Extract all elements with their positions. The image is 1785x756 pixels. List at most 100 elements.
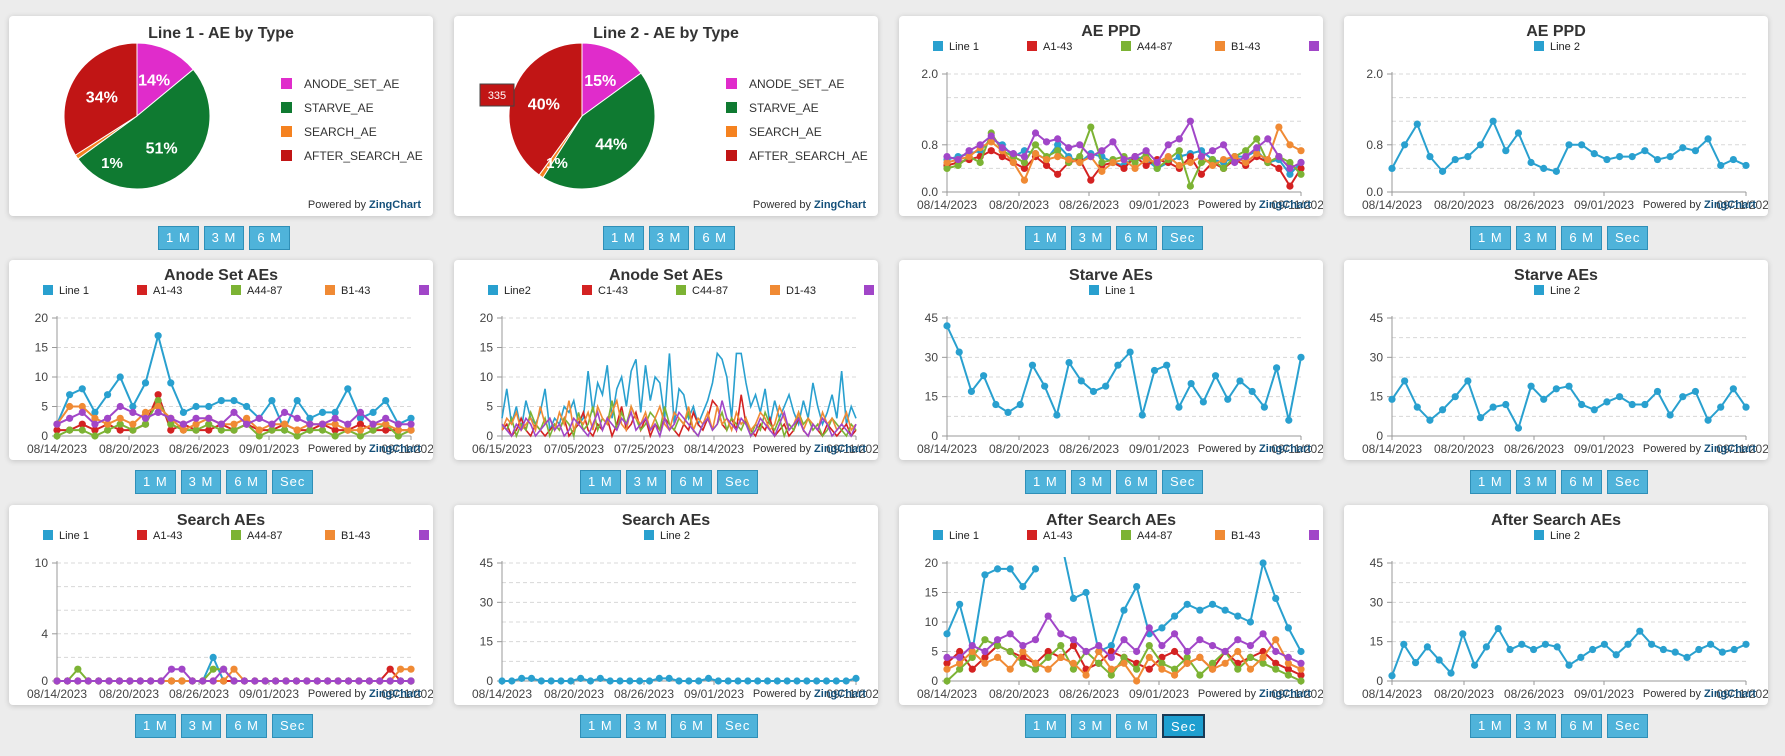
data-point[interactable] (1175, 135, 1183, 143)
data-point[interactable] (993, 636, 1002, 644)
data-point[interactable] (1164, 153, 1172, 161)
data-point[interactable] (356, 420, 365, 428)
data-point[interactable] (293, 432, 301, 440)
data-point[interactable] (1297, 158, 1305, 167)
data-point[interactable] (1691, 387, 1700, 396)
data-point[interactable] (1400, 640, 1408, 648)
data-point[interactable] (1221, 606, 1229, 614)
data-point[interactable] (965, 147, 973, 155)
data-point[interactable] (1641, 147, 1649, 155)
data-point[interactable] (1246, 665, 1255, 673)
data-point[interactable] (382, 414, 390, 422)
series-line-d44-87[interactable] (501, 400, 857, 439)
data-point[interactable] (1069, 594, 1078, 602)
data-point[interactable] (272, 677, 280, 685)
data-point[interactable] (943, 153, 951, 161)
data-point[interactable] (1196, 636, 1204, 644)
data-point[interactable] (1565, 141, 1573, 149)
data-point[interactable] (95, 677, 103, 685)
data-point[interactable] (1006, 665, 1014, 673)
data-point[interactable] (344, 420, 352, 428)
range-button-6m[interactable]: 6 M (1116, 226, 1158, 250)
range-button-3m[interactable]: 3 M (625, 714, 667, 738)
data-point[interactable] (1065, 144, 1073, 152)
data-point[interactable] (84, 677, 92, 685)
data-point[interactable] (1286, 164, 1294, 172)
data-point[interactable] (967, 387, 976, 396)
data-point[interactable] (956, 653, 964, 661)
data-point[interactable] (943, 665, 951, 673)
range-button-6m[interactable]: 6 M (1561, 226, 1603, 250)
data-point[interactable] (1272, 594, 1280, 602)
range-button-1m[interactable]: 1 M (1025, 714, 1066, 738)
data-point[interactable] (1153, 158, 1161, 167)
data-point[interactable] (1044, 612, 1052, 620)
data-point[interactable] (1183, 600, 1191, 608)
data-point[interactable] (1065, 358, 1073, 367)
data-point[interactable] (141, 379, 150, 387)
data-point[interactable] (1028, 361, 1037, 369)
data-point[interactable] (1284, 624, 1292, 632)
data-point[interactable] (243, 414, 251, 422)
zingchart-brand[interactable]: ZingChart (369, 688, 421, 700)
data-point[interactable] (695, 677, 703, 685)
data-point[interactable] (1197, 170, 1206, 178)
data-point[interactable] (518, 674, 526, 682)
data-point[interactable] (943, 653, 951, 661)
data-point[interactable] (993, 565, 1002, 573)
data-point[interactable] (793, 677, 801, 685)
data-point[interactable] (1120, 636, 1128, 644)
data-point[interactable] (192, 420, 200, 428)
data-point[interactable] (968, 647, 976, 656)
data-point[interactable] (1107, 665, 1115, 673)
data-point[interactable] (280, 408, 289, 416)
data-point[interactable] (1401, 141, 1409, 149)
data-point[interactable] (1208, 155, 1217, 164)
data-point[interactable] (1145, 665, 1153, 673)
data-point[interactable] (74, 677, 82, 685)
data-point[interactable] (369, 408, 377, 416)
data-point[interactable] (987, 147, 995, 155)
data-point[interactable] (318, 426, 327, 434)
data-point[interactable] (1275, 164, 1283, 172)
data-point[interactable] (141, 420, 150, 428)
data-point[interactable] (1695, 645, 1703, 654)
data-point[interactable] (209, 677, 217, 685)
data-point[interactable] (1098, 147, 1106, 155)
data-point[interactable] (1253, 135, 1261, 143)
range-button-sec[interactable]: Sec (1162, 714, 1206, 738)
data-point[interactable] (1054, 135, 1062, 143)
range-button-1m[interactable]: 1 M (580, 470, 621, 494)
data-point[interactable] (178, 665, 186, 673)
data-point[interactable] (1426, 153, 1434, 161)
data-point[interactable] (268, 397, 276, 405)
data-point[interactable] (1679, 144, 1687, 152)
data-point[interactable] (1019, 642, 1027, 650)
data-point[interactable] (1297, 647, 1305, 656)
data-point[interactable] (1297, 665, 1305, 673)
range-button-6m[interactable]: 6 M (249, 226, 291, 250)
data-point[interactable] (1600, 640, 1608, 648)
data-point[interactable] (527, 674, 536, 682)
data-point[interactable] (1054, 153, 1062, 161)
data-point[interactable] (1653, 387, 1662, 396)
data-point[interactable] (219, 677, 228, 685)
data-point[interactable] (376, 677, 384, 685)
data-point[interactable] (1170, 647, 1179, 656)
data-point[interactable] (965, 153, 973, 161)
data-point[interactable] (74, 665, 82, 673)
data-point[interactable] (968, 642, 976, 650)
data-point[interactable] (1691, 147, 1700, 155)
data-point[interactable] (292, 677, 301, 685)
data-point[interactable] (331, 420, 339, 428)
data-point[interactable] (1565, 382, 1573, 390)
data-point[interactable] (1742, 640, 1750, 648)
data-point[interactable] (1489, 117, 1497, 125)
data-point[interactable] (1628, 153, 1636, 161)
series-line-d1-43[interactable] (501, 397, 857, 434)
data-point[interactable] (586, 677, 595, 685)
data-point[interactable] (1120, 653, 1128, 661)
data-point[interactable] (1506, 645, 1514, 654)
data-point[interactable] (1006, 565, 1014, 573)
data-point[interactable] (968, 665, 976, 673)
